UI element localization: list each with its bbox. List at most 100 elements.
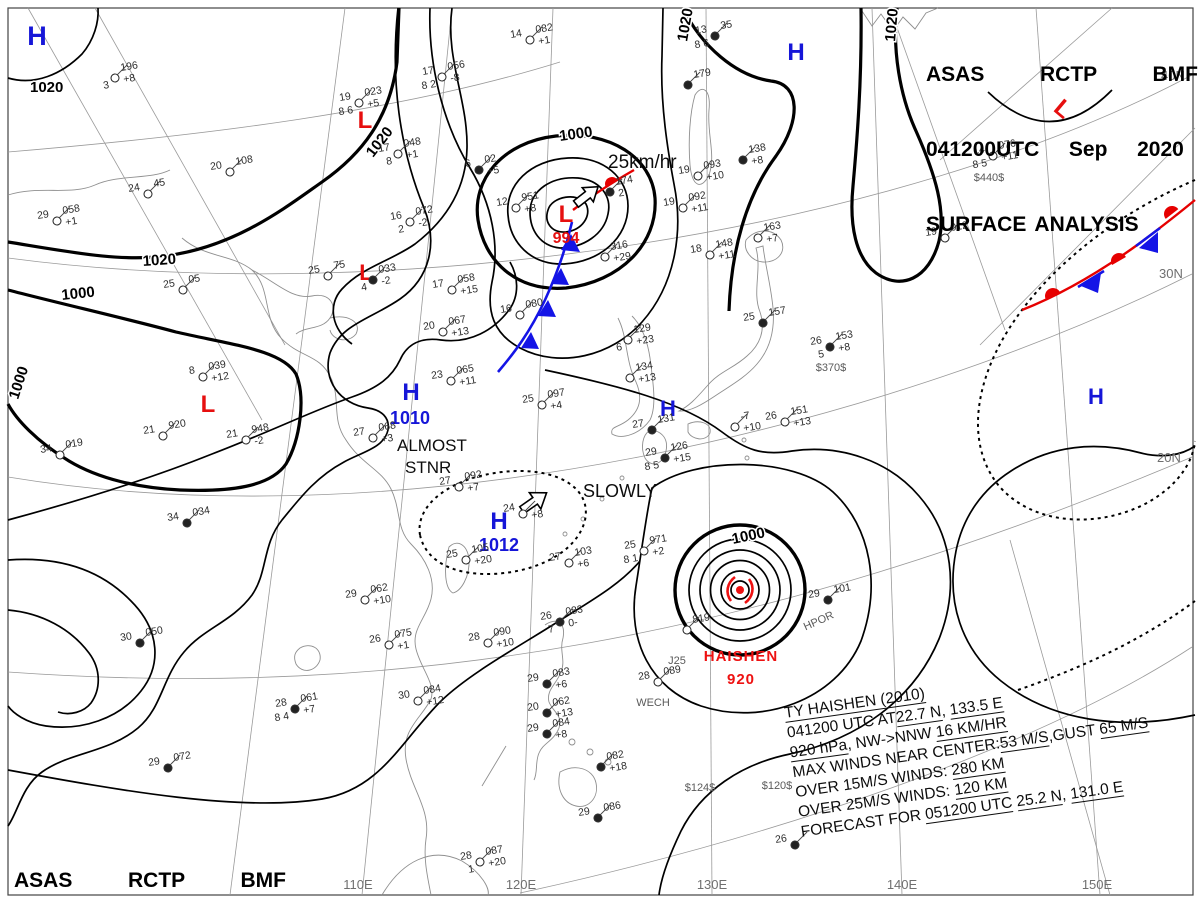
station-symbol [653,677,663,687]
station-pressure: 129 [633,321,652,336]
station-symbol [678,203,688,213]
station-pressure: 039 [208,358,227,373]
pressure-center-value: 1012 [479,535,519,555]
station-tendency: +8 [750,154,764,168]
station-temp: 29 [344,587,358,601]
station-tendency: -2 [380,274,391,287]
wind-barb [375,424,386,435]
station-symbol [446,376,456,386]
station-plot: 21 920 [142,417,187,441]
station-pressure: 131 [657,411,676,426]
station-tendency: +12 [425,694,445,709]
wind-barb [995,142,1006,153]
station-temp: 16 [499,302,513,316]
wind-barb [632,364,643,375]
station-plot: 25 971+2 8 1 [623,532,668,566]
station-plot: 25 75 [307,258,347,281]
station-pressure: 084 [423,682,442,697]
ship-label: $440$ [974,172,1005,184]
wind-barb [571,549,582,560]
station-temp: 14 [509,27,523,41]
station-pressure: 012 [950,219,969,234]
station-temp: 25 [623,538,637,552]
station-symbol [537,400,547,410]
station-pressure: 034 [192,504,211,519]
pressure-center-l: L [201,391,216,418]
typhoon-haishen-rings [633,463,872,714]
map-frame [7,7,1194,896]
wind-barb [205,363,216,374]
wind-barb [562,608,573,619]
station-symbol [474,165,484,175]
station-symbol [518,509,528,519]
station-extra: 2 [397,223,405,236]
station-symbol [437,72,447,82]
station-temp: 27 [631,417,645,431]
station-pressure: 148 [715,236,734,251]
station-tendency: +1 [537,34,551,48]
station-pressure: 086 [603,799,622,814]
station-tendency: +12 [210,370,230,385]
wind-barb [185,276,196,287]
station-temp: 20 [526,700,540,714]
latitude-label: 30N [1159,266,1183,281]
station-symbol [368,433,378,443]
station-tendency: +8 [837,341,851,355]
station-plot: 18 148+11 [689,236,736,262]
station-symbol [438,327,448,337]
ship-label: WECH [636,697,670,709]
wind-barb [549,699,560,710]
station-plot: 28 061+7 8 4 [274,690,319,724]
station-pressure: 75 [333,258,347,272]
station-extra: 3 [102,79,110,92]
station-temp: 19 [662,195,676,209]
station-pressure: 097 [547,386,566,401]
station-plot: 27 068+3 [352,419,397,445]
station-pressure: 067 [448,313,467,328]
chart-id: ASAS RCTP BMF [926,63,1198,86]
station-pressure: 065 [456,362,475,377]
station-extra: 8 5 [644,459,660,473]
station-plot: 25 05 [162,272,201,295]
pressure-center-l: L 994 [553,201,580,247]
station-tendency: +4 [549,399,563,413]
station-temp: 26 [764,409,778,423]
station-symbol [323,271,333,281]
station-temp: 19 [677,163,691,177]
wind-barb [391,631,402,642]
pressure-center-symbol: H [787,39,804,66]
pressure-center-symbol: L [201,391,216,418]
station-temp: 21 [225,427,239,441]
station-pressure: 048 [403,135,422,150]
station-pressure: 093 [703,157,722,172]
station-temp: 29 [577,805,591,819]
station-temp: 14 [972,143,986,157]
station-pressure: 087 [485,843,504,858]
cold-front [497,221,580,373]
wind-barb [412,208,423,219]
wind-barb [549,720,560,731]
wind-barb [142,629,153,640]
station-extra: 8 2 [421,78,437,92]
station-plot: 34 019 [39,436,84,460]
station-temp: 29 [807,587,821,601]
station-temp: 21 [142,423,156,437]
station-pressure: -7 [740,410,751,423]
wind-barb [787,408,798,419]
station-temp: 19 [924,225,938,239]
station-plot: 033-2 4 [360,261,397,294]
station-temp: 20 [209,159,223,173]
station-temp: 24 [127,181,141,195]
wind-barb [760,224,771,235]
wind-barb [947,224,958,235]
station-temp: 30 [397,688,411,702]
station-tendency: +7 [466,481,480,495]
station-tendency: 2 [617,187,625,200]
wind-barb [150,180,161,191]
wind-barb [400,140,411,151]
station-tendency: +5 [486,164,500,178]
station-pressure: 153 [835,328,854,343]
station-tendency: +1 [64,215,78,229]
station-symbol [384,640,394,650]
wind-barb [117,64,128,75]
